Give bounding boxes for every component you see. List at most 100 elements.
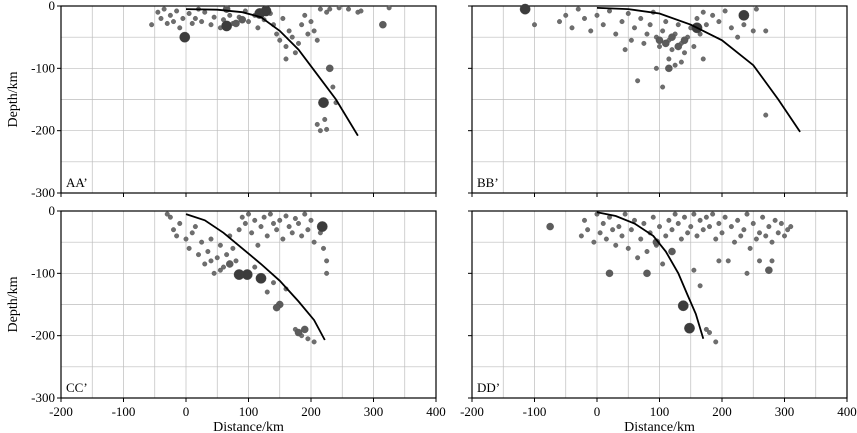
earthquake-point <box>669 47 675 53</box>
earthquake-point <box>641 221 647 226</box>
earthquake-point <box>716 258 722 264</box>
earthquake-point <box>202 261 208 267</box>
earthquake-point <box>386 5 392 11</box>
earthquake-point <box>788 224 794 230</box>
earthquake-point <box>305 336 311 342</box>
earthquake-point <box>666 217 672 223</box>
x-tick-label: -100 <box>523 404 547 419</box>
earthquake-point <box>311 239 317 245</box>
earthquake-point <box>628 37 634 43</box>
earthquake-point <box>600 221 606 226</box>
earthquake-point <box>735 217 741 223</box>
earthquake-point <box>330 84 336 90</box>
earthquake-point <box>164 21 170 26</box>
earthquake-point <box>713 236 719 242</box>
earthquake-point <box>575 6 581 12</box>
earthquake-point <box>199 19 205 25</box>
earthquake-point <box>682 214 687 220</box>
earthquake-point <box>280 236 286 242</box>
panel-label: AA’ <box>66 175 88 190</box>
earthquake-point <box>233 258 239 264</box>
x-tick-label: 300 <box>364 404 384 419</box>
earthquake-point <box>283 213 289 219</box>
earthquake-point <box>155 9 161 15</box>
panel-label: BB’ <box>477 175 499 190</box>
x-tick-label: 100 <box>239 404 259 419</box>
earthquake-point <box>628 227 634 233</box>
earthquake-point <box>672 62 678 68</box>
earthquake-point <box>657 224 662 230</box>
earthquake-point <box>171 227 176 233</box>
earthquake-point <box>249 230 255 236</box>
earthquake-point <box>622 47 628 53</box>
earthquake-point <box>591 239 597 245</box>
earthquake-point <box>358 8 364 14</box>
earthquake-point <box>180 16 186 21</box>
earthquake-point <box>305 227 311 233</box>
earthquake-point <box>782 233 787 239</box>
y-axis-label: Depth/km <box>6 71 21 127</box>
earthquake-point <box>264 233 270 239</box>
earthquake-point <box>346 6 351 12</box>
earthquake-point <box>735 34 741 40</box>
earthquake-point <box>600 22 606 28</box>
earthquake-point <box>177 25 183 31</box>
earthquake-point <box>607 8 612 14</box>
earthquake-point <box>314 37 320 43</box>
earthquake-point <box>322 116 328 122</box>
earthquake-point <box>672 211 678 217</box>
earthquake-point <box>214 255 220 261</box>
earthquake-point <box>286 28 292 34</box>
panel-label: CC’ <box>66 380 88 395</box>
earthquake-point <box>314 121 320 127</box>
y-tick-label: -200 <box>31 123 55 138</box>
earthquake-point <box>183 236 189 242</box>
earthquake-point <box>613 31 619 37</box>
earthquake-point <box>286 224 292 230</box>
earthquake-point <box>302 211 308 217</box>
earthquake-point <box>625 11 631 16</box>
earthquake-point <box>164 211 170 217</box>
earthquake-point <box>728 224 734 230</box>
earthquake-point <box>713 339 719 345</box>
earthquake-point <box>283 56 289 62</box>
earthquake-point <box>308 217 314 223</box>
slab-interface-curve <box>596 7 801 133</box>
earthquake-point <box>753 236 759 242</box>
earthquake-point <box>324 270 330 276</box>
earthquake-point <box>177 221 183 226</box>
earthquake-point <box>255 242 261 248</box>
earthquake-point <box>227 12 233 18</box>
slab-interface-curve <box>185 213 326 341</box>
earthquake-point <box>252 264 258 270</box>
x-tick-label: 400 <box>426 404 446 419</box>
earthquake-point <box>292 216 298 221</box>
earthquake-point <box>327 6 333 12</box>
earthquake-point <box>622 211 628 217</box>
earthquake-point <box>769 258 775 264</box>
earthquake-point <box>274 31 280 37</box>
earthquake-point <box>641 40 647 46</box>
earthquake-point <box>230 245 236 251</box>
y-tick-label: 0 <box>49 203 56 218</box>
earthquake-point <box>217 267 223 273</box>
earthquake-point <box>775 230 781 236</box>
earthquake-point <box>691 211 697 217</box>
x-tick-label: 0 <box>183 404 190 419</box>
earthquake-point <box>632 25 637 31</box>
earthquake-point <box>643 269 651 278</box>
earthquake-point <box>267 211 273 217</box>
earthquake-point <box>674 42 683 51</box>
earthquake-point <box>680 36 689 45</box>
earthquake-point <box>300 325 309 334</box>
earthquake-point <box>719 230 725 236</box>
earthquake-point <box>258 224 264 230</box>
panel-4: -200 -100 0 100 200 300 400 Distance/km DD’ <box>460 210 857 433</box>
x-tick-label: 400 <box>837 404 857 419</box>
earthquake-point <box>682 50 687 56</box>
earthquake-point <box>738 233 744 239</box>
earthquake-point <box>697 283 703 289</box>
earthquake-point <box>277 217 283 223</box>
earthquake-point <box>238 15 246 24</box>
